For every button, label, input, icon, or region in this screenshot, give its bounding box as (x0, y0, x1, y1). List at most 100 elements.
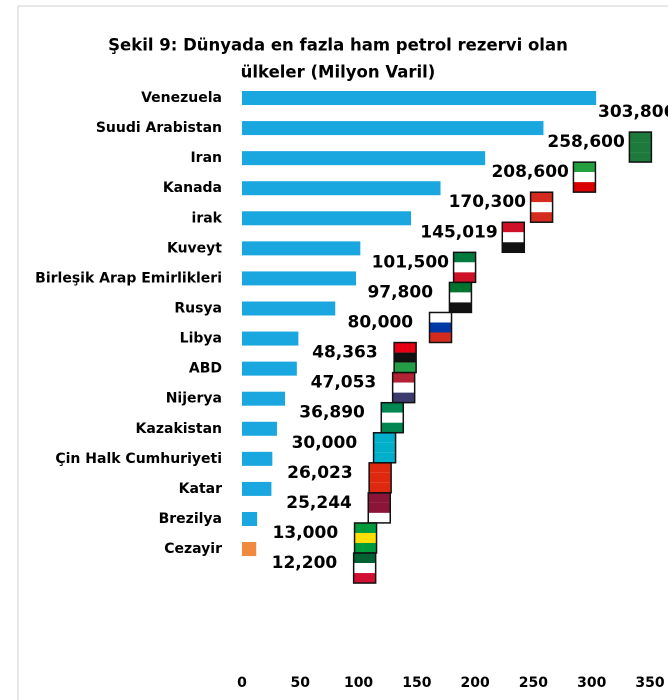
flag (502, 242, 525, 253)
data-label: 36,890 (299, 403, 365, 423)
x-tick-label: 150 (402, 675, 431, 691)
bar (242, 421, 277, 436)
flag (373, 432, 396, 443)
flag (373, 442, 396, 453)
data-label: 208,600 (491, 162, 569, 182)
bar (242, 481, 272, 496)
flag (449, 302, 472, 313)
bar (242, 211, 412, 226)
bar (242, 542, 257, 557)
y-tick-label: Katar (179, 481, 222, 497)
flag (449, 292, 472, 303)
y-tick-label: Rusya (174, 300, 222, 316)
flag (381, 402, 404, 413)
data-label: 48,363 (312, 343, 378, 363)
bar (242, 241, 361, 256)
bar (242, 271, 357, 286)
x-tick-label: 0 (237, 675, 247, 691)
flag (453, 262, 476, 273)
chart-title: Şekil 9: Dünyada en fazla ham petrol rez… (108, 36, 568, 55)
data-label: 101,500 (372, 252, 450, 272)
y-tick-label: Çin Halk Cumhuriyeti (55, 451, 222, 467)
bar (242, 121, 544, 136)
y-tick-label: Nijerya (166, 391, 222, 407)
y-tick-label: ABD (189, 361, 222, 377)
y-tick-label: Brezilya (159, 511, 222, 527)
data-label: 80,000 (348, 312, 414, 332)
flag (354, 542, 377, 553)
flag (369, 462, 392, 473)
y-tick-label: irak (192, 210, 223, 226)
y-tick-label: Cezayir (164, 541, 222, 557)
y-tick-label: Venezuela (141, 90, 222, 106)
data-label: 30,000 (292, 433, 358, 453)
flag (381, 412, 404, 423)
x-tick-label: 300 (577, 675, 606, 691)
data-label: 13,000 (273, 523, 339, 543)
x-tick-label: 250 (519, 675, 548, 691)
x-tick-label: 50 (291, 675, 311, 691)
flag (353, 573, 376, 584)
flag (394, 342, 417, 353)
flag (354, 522, 377, 533)
bar (242, 361, 297, 376)
flag-border (352, 552, 377, 584)
bar (242, 511, 258, 526)
flag-border (572, 161, 597, 193)
y-tick-label: Iran (190, 150, 222, 166)
flag-border (428, 311, 453, 344)
flag (353, 563, 376, 574)
flag (530, 192, 553, 203)
bar (242, 91, 597, 105)
bar (242, 151, 486, 166)
flag (629, 132, 652, 143)
flag (502, 222, 525, 233)
y-tick-label: Kazakistan (136, 421, 222, 437)
flag (354, 532, 377, 543)
flag (394, 362, 417, 373)
flag (368, 492, 391, 503)
flag (373, 452, 396, 463)
data-label: 97,800 (367, 282, 433, 302)
x-tick-label: 100 (344, 675, 373, 691)
y-tick-label: Libya (180, 331, 222, 347)
flag-border (501, 221, 526, 254)
flag-border (529, 191, 554, 223)
flag (530, 212, 553, 223)
data-label: 145,019 (420, 222, 497, 242)
flag (394, 352, 417, 363)
data-label: 303,806 (598, 102, 668, 122)
data-label: 47,053 (311, 373, 377, 393)
flag (573, 162, 596, 173)
x-tick-label: 350 (635, 675, 664, 691)
data-label: 12,200 (272, 553, 338, 573)
bar (242, 301, 336, 316)
flag (453, 252, 476, 263)
data-label: 26,023 (287, 463, 353, 483)
flag (429, 312, 452, 323)
bar (242, 451, 273, 466)
flag (449, 282, 472, 293)
bar (242, 391, 286, 406)
flag (353, 553, 376, 564)
chart-frame (17, 5, 668, 700)
data-label: 25,244 (286, 493, 352, 513)
flag (381, 422, 404, 433)
flag (502, 232, 525, 243)
flag (453, 272, 476, 283)
y-tick-label: Kuveyt (167, 240, 222, 256)
flag (629, 152, 652, 163)
chart-title: ülkeler (Milyon Varil) (241, 63, 436, 82)
flag (392, 382, 415, 393)
flag (392, 392, 415, 403)
flag (368, 502, 391, 513)
y-tick-label: Kanada (163, 180, 222, 196)
data-label: 258,600 (547, 132, 625, 152)
flag (369, 472, 392, 483)
bar (242, 181, 441, 196)
data-label: 170,300 (449, 192, 527, 212)
bar (242, 331, 299, 346)
flag (573, 182, 596, 193)
flag (369, 482, 392, 493)
flag (530, 202, 553, 213)
